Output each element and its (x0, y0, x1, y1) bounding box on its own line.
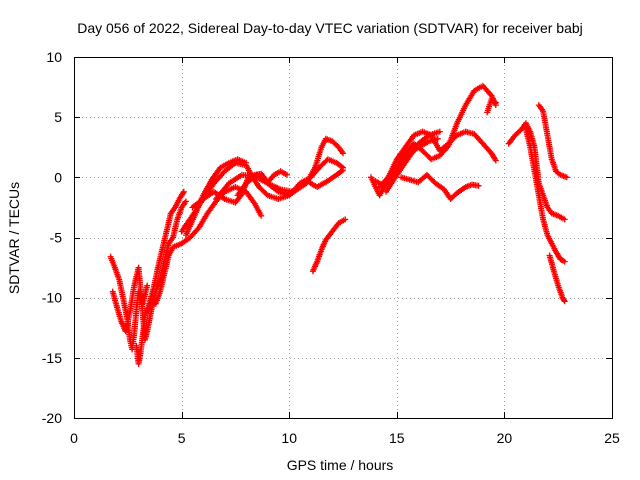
data-series-markers (109, 198, 189, 343)
x-tick-label: 5 (178, 430, 186, 446)
x-axis-title: GPS time / hours (287, 457, 394, 473)
data-series (133, 188, 187, 367)
y-axis-title: SDTVAR / TECUs (6, 182, 22, 294)
y-tick-label: 10 (46, 49, 62, 65)
y-tick-label: -5 (50, 230, 63, 246)
y-tick-label: -10 (42, 290, 62, 306)
data-series (109, 198, 189, 343)
y-tick-label: 5 (54, 109, 62, 125)
axis-ticks (74, 57, 613, 419)
grid (74, 57, 612, 418)
x-tick-label: 20 (497, 430, 513, 446)
data-series (368, 135, 441, 199)
data-series (484, 96, 499, 116)
x-tick-label: 10 (281, 430, 297, 446)
x-tick-label: 25 (604, 430, 620, 446)
data-series-markers (522, 126, 568, 265)
y-tick-label: -20 (42, 410, 62, 426)
x-tick-label: 15 (389, 430, 405, 446)
y-tick-label: -15 (42, 350, 62, 366)
data-series-markers (546, 252, 568, 305)
data-series (309, 216, 349, 275)
plot-frame (74, 57, 613, 419)
x-tick-label: 0 (70, 430, 78, 446)
data-series-markers (535, 102, 570, 181)
data-series (535, 102, 570, 181)
data-series (522, 126, 568, 265)
data-series-markers (484, 96, 499, 116)
x-tick-labels: 0 5 10 15 20 25 (70, 430, 620, 446)
y-tick-labels: -20 -15 -10 -5 0 5 10 (42, 49, 62, 426)
data-series-markers (256, 167, 346, 202)
data-series (398, 171, 482, 202)
data-series-markers (309, 216, 349, 275)
data-series (256, 167, 346, 202)
data-series-markers (368, 135, 441, 199)
y-tick-label: 0 (54, 169, 62, 185)
data-series (546, 252, 568, 305)
chart-title: Day 056 of 2022, Sidereal Day-to-day VTE… (77, 20, 583, 36)
data-series-layer (107, 82, 570, 367)
data-series-markers (133, 188, 187, 367)
data-series-markers (398, 171, 482, 202)
